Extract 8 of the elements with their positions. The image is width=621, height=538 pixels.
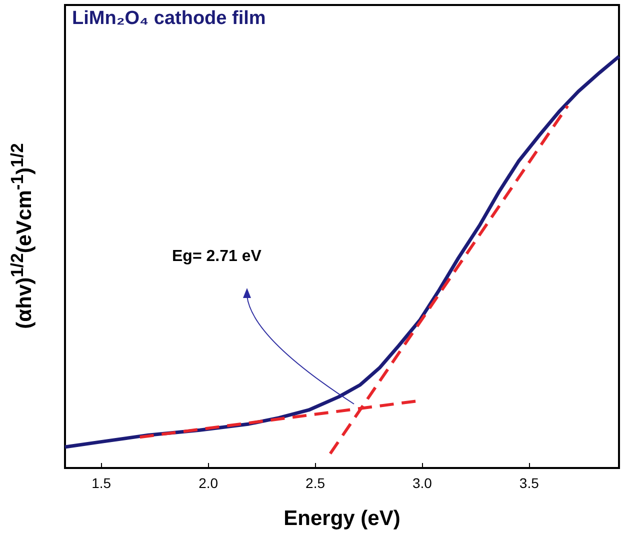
x-tick-label: 3.5 xyxy=(519,475,540,491)
x-axis-title: Energy (eV) xyxy=(284,507,400,530)
x-tick-label: 3.0 xyxy=(412,475,432,491)
chart-title: LiMn₂O₄ cathode film xyxy=(72,8,266,30)
x-tick-label: 1.5 xyxy=(92,475,112,491)
x-tick-label: 2.0 xyxy=(198,475,218,491)
annotation: Eg= 2.71 eV xyxy=(172,248,262,266)
x-tick-label: 2.5 xyxy=(306,475,326,491)
